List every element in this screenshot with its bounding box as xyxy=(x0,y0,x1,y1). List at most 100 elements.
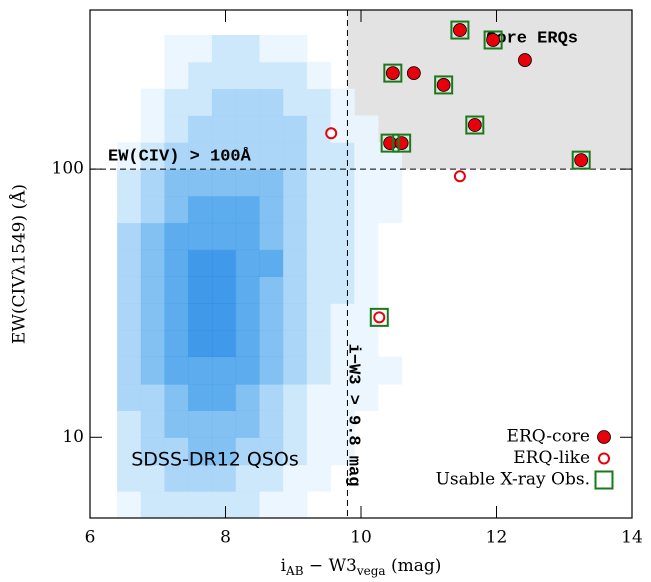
density-cell xyxy=(188,195,213,224)
density-cell xyxy=(140,437,166,466)
density-cell xyxy=(259,303,284,331)
density-cell xyxy=(354,195,379,224)
density-cell xyxy=(211,88,237,116)
legend-label: ERQ-core xyxy=(507,427,590,447)
density-cell xyxy=(117,276,142,304)
legend-marker xyxy=(597,430,611,444)
density-cell xyxy=(188,169,213,197)
density-cell xyxy=(140,88,166,116)
density-cell xyxy=(117,464,142,492)
density-cell xyxy=(259,410,284,438)
density-cell xyxy=(188,303,213,331)
density-cell xyxy=(140,276,166,304)
point xyxy=(453,23,467,37)
density-cell xyxy=(235,249,260,277)
density-cell xyxy=(211,303,237,331)
density-cell xyxy=(259,35,284,63)
density-cell xyxy=(164,464,189,492)
y-tick-label: 10 xyxy=(62,427,84,447)
density-cell xyxy=(140,410,166,438)
density-cell xyxy=(306,195,332,224)
density-cell xyxy=(235,222,260,251)
point xyxy=(434,75,454,95)
density-cell xyxy=(259,88,284,116)
point xyxy=(450,20,470,40)
density-cell xyxy=(140,303,166,331)
density-cell xyxy=(377,169,403,197)
x-label-part: i xyxy=(281,556,287,576)
point xyxy=(394,136,409,151)
density-cell xyxy=(354,142,379,170)
point xyxy=(518,53,532,67)
density-cell xyxy=(354,249,379,277)
density-cell xyxy=(164,491,189,519)
density-cell xyxy=(330,88,355,116)
density-cell xyxy=(235,464,260,492)
density-cell xyxy=(259,169,284,197)
density-cell xyxy=(330,276,355,304)
sample-label: SDSS-DR12 QSOs xyxy=(131,449,299,471)
density-cell xyxy=(283,276,308,304)
density-cell xyxy=(283,142,308,170)
density-cell xyxy=(211,330,237,358)
density-cell xyxy=(259,222,284,251)
density-cell xyxy=(283,195,308,224)
density-cell xyxy=(330,169,355,197)
density-cell xyxy=(354,383,379,411)
density-cell xyxy=(211,222,237,251)
density-cell xyxy=(188,35,213,63)
density-cell xyxy=(330,330,355,358)
density-cell xyxy=(188,330,213,358)
density-cell xyxy=(306,303,332,331)
density-cell xyxy=(259,249,284,277)
density-cell xyxy=(164,61,189,90)
density-cell xyxy=(306,437,332,466)
density-cell xyxy=(283,61,308,90)
density-cell xyxy=(211,115,237,143)
density-cell xyxy=(235,35,260,63)
point xyxy=(574,153,589,168)
point xyxy=(465,115,485,135)
density-cell xyxy=(211,142,237,170)
density-cell xyxy=(117,410,142,438)
point xyxy=(383,63,403,83)
density-cell xyxy=(377,195,403,224)
density-cell xyxy=(117,222,142,251)
density-cell xyxy=(283,249,308,277)
density-cell xyxy=(140,356,166,385)
density-cell xyxy=(330,195,355,224)
density-cell xyxy=(306,410,332,438)
core-label: Core ERQs xyxy=(486,29,578,48)
density-cell xyxy=(235,383,260,411)
color-cut-label: i−W3 > 9.8 mag xyxy=(344,344,363,487)
density-cell xyxy=(259,437,284,466)
point xyxy=(467,118,482,132)
density-cell xyxy=(164,222,189,251)
density-cell xyxy=(306,88,332,116)
density-cell xyxy=(330,437,355,466)
density-cell xyxy=(164,383,189,411)
density-cell xyxy=(259,491,284,519)
point xyxy=(373,311,386,324)
x-label-part: − W3 xyxy=(304,556,357,576)
x-axis-label: iAB − W3vega (mag) xyxy=(281,556,442,578)
density-cell xyxy=(306,249,332,277)
x-label-part: (mag) xyxy=(386,556,442,576)
density-cell xyxy=(283,356,308,385)
density-cell xyxy=(330,410,355,438)
density-cell xyxy=(259,464,284,492)
point xyxy=(486,33,501,47)
density-cell xyxy=(188,142,213,170)
density-cell xyxy=(235,303,260,331)
density-cell xyxy=(211,464,237,492)
density-cell xyxy=(140,491,166,519)
density-cell xyxy=(211,276,237,304)
point xyxy=(436,78,451,92)
density-cell xyxy=(306,142,332,170)
density-cell xyxy=(211,61,237,90)
density-cell xyxy=(306,61,332,90)
density-cell xyxy=(306,464,332,492)
density-cell xyxy=(211,410,237,438)
density-cell xyxy=(211,356,237,385)
